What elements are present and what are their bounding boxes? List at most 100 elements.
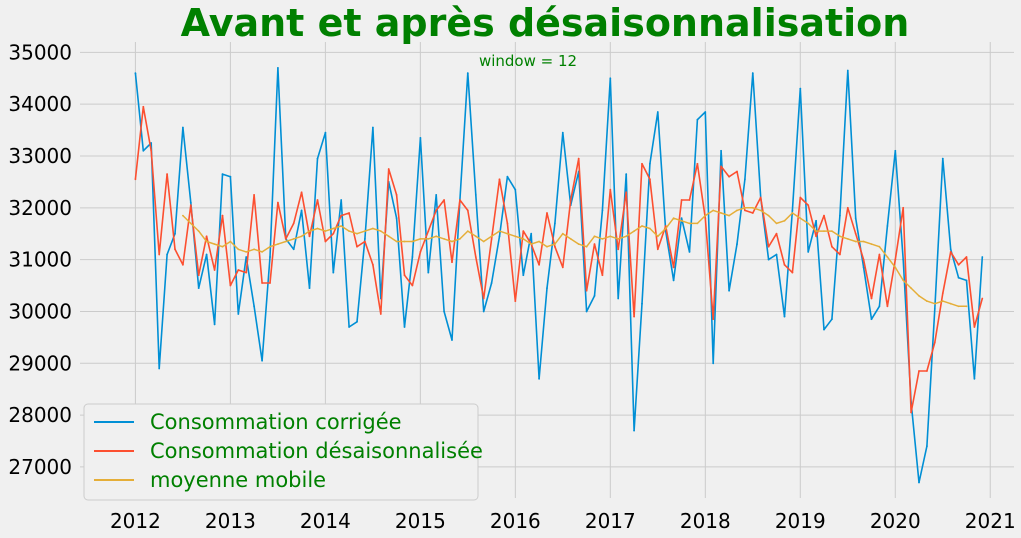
series-1-point bbox=[633, 429, 635, 432]
series-2-point bbox=[237, 269, 240, 271]
series-2-point bbox=[245, 271, 248, 274]
series-1-point bbox=[395, 217, 398, 220]
series-2-point bbox=[696, 162, 699, 165]
series-2-point bbox=[443, 199, 445, 201]
series-3-point bbox=[878, 245, 881, 248]
series-2-point bbox=[593, 243, 596, 246]
x-tick-label: 2017 bbox=[585, 509, 636, 533]
series-2-point bbox=[364, 240, 366, 243]
series-3-point bbox=[213, 243, 216, 246]
series-3-point bbox=[744, 206, 746, 209]
series-2-point bbox=[744, 209, 746, 212]
series-1-point bbox=[641, 302, 643, 305]
series-1-point bbox=[213, 323, 216, 326]
series-3-point bbox=[403, 240, 406, 243]
series-1-point bbox=[965, 279, 968, 282]
series-1-point bbox=[229, 175, 232, 178]
series-2-point bbox=[538, 263, 540, 266]
series-2-point bbox=[862, 258, 865, 261]
series-3-point bbox=[221, 245, 224, 248]
series-2-point bbox=[419, 251, 422, 253]
series-2-point bbox=[672, 266, 675, 269]
series-2-point bbox=[807, 204, 810, 207]
series-2-point bbox=[174, 248, 176, 251]
series-2-point bbox=[949, 251, 952, 253]
series-2-point bbox=[894, 258, 897, 261]
series-1-point bbox=[902, 258, 905, 261]
series-2-point bbox=[577, 157, 580, 160]
series-2-point bbox=[150, 149, 153, 152]
series-2-point bbox=[625, 191, 628, 194]
series-2-point bbox=[482, 297, 485, 300]
series-2-point bbox=[316, 199, 319, 201]
series-3-point bbox=[490, 235, 493, 238]
series-3-point bbox=[379, 230, 382, 233]
series-1-point bbox=[585, 310, 588, 313]
series-2-point bbox=[372, 263, 374, 266]
series-2-point bbox=[387, 168, 390, 170]
series-3-point bbox=[387, 235, 390, 238]
series-3-point bbox=[641, 225, 643, 227]
series-1-point bbox=[649, 162, 651, 165]
series-1-point bbox=[751, 72, 754, 74]
series-2-point bbox=[688, 199, 691, 201]
series-3-point bbox=[617, 238, 620, 240]
series-1-point bbox=[878, 305, 881, 308]
series-3-point bbox=[419, 238, 422, 240]
series-3-point bbox=[197, 230, 200, 233]
series-2-point bbox=[411, 284, 414, 287]
series-1-point bbox=[870, 318, 873, 321]
series-2-point bbox=[767, 245, 770, 248]
series-1-point bbox=[482, 310, 485, 313]
series-2-point bbox=[641, 162, 643, 165]
series-1-point bbox=[783, 315, 786, 318]
series-2-point bbox=[601, 274, 604, 277]
series-1-point bbox=[775, 253, 778, 256]
series-2-point bbox=[846, 206, 849, 209]
series-3-point bbox=[482, 240, 485, 243]
series-1-point bbox=[435, 194, 438, 196]
series-1-point bbox=[625, 173, 628, 176]
series-2-point bbox=[474, 256, 477, 258]
series-3-point bbox=[656, 235, 659, 238]
series-3-point bbox=[348, 230, 350, 233]
series-2-point bbox=[269, 282, 271, 284]
series-1-point bbox=[728, 289, 730, 292]
series-1-point bbox=[815, 219, 817, 222]
series-3-point bbox=[554, 243, 556, 246]
series-2-point bbox=[981, 297, 984, 300]
series-1-point bbox=[340, 199, 343, 201]
series-1-point bbox=[696, 118, 699, 121]
series-3-point bbox=[466, 230, 469, 233]
series-1-point bbox=[419, 137, 422, 139]
series-1-point bbox=[514, 188, 517, 191]
series-1-point bbox=[712, 362, 715, 365]
series-3-point bbox=[189, 222, 192, 225]
series-1-point bbox=[166, 253, 169, 256]
series-3-point bbox=[728, 214, 730, 217]
series-2-point bbox=[957, 263, 960, 266]
series-1-point bbox=[981, 256, 984, 258]
series-1-point bbox=[561, 131, 564, 134]
series-1-point bbox=[506, 175, 509, 178]
series-1-point bbox=[736, 243, 738, 246]
series-1-point bbox=[182, 126, 184, 129]
series-3-point bbox=[783, 219, 786, 222]
y-tick-label: 30000 bbox=[8, 299, 72, 323]
series-1-point bbox=[949, 248, 952, 251]
series-2-point bbox=[712, 318, 715, 321]
series-3-point bbox=[340, 225, 343, 227]
x-tick-labels: 2012 2013 2014 2015 2016 2017 2018 2019 2020 2021 bbox=[110, 509, 1016, 533]
series-2-point bbox=[197, 274, 200, 277]
y-tick-labels: 27000 28000 29000 30000 31000 32000 33000 34000… bbox=[8, 40, 72, 479]
series-1-point bbox=[617, 297, 620, 300]
series-3-point bbox=[506, 232, 509, 235]
series-1-point bbox=[498, 235, 501, 238]
series-2-point bbox=[253, 194, 256, 196]
series-1-point bbox=[894, 149, 897, 152]
series-3-point bbox=[451, 240, 453, 243]
series-2-point bbox=[736, 170, 738, 173]
window-annotation: window = 12 bbox=[479, 52, 577, 70]
series-3-point bbox=[585, 245, 588, 248]
